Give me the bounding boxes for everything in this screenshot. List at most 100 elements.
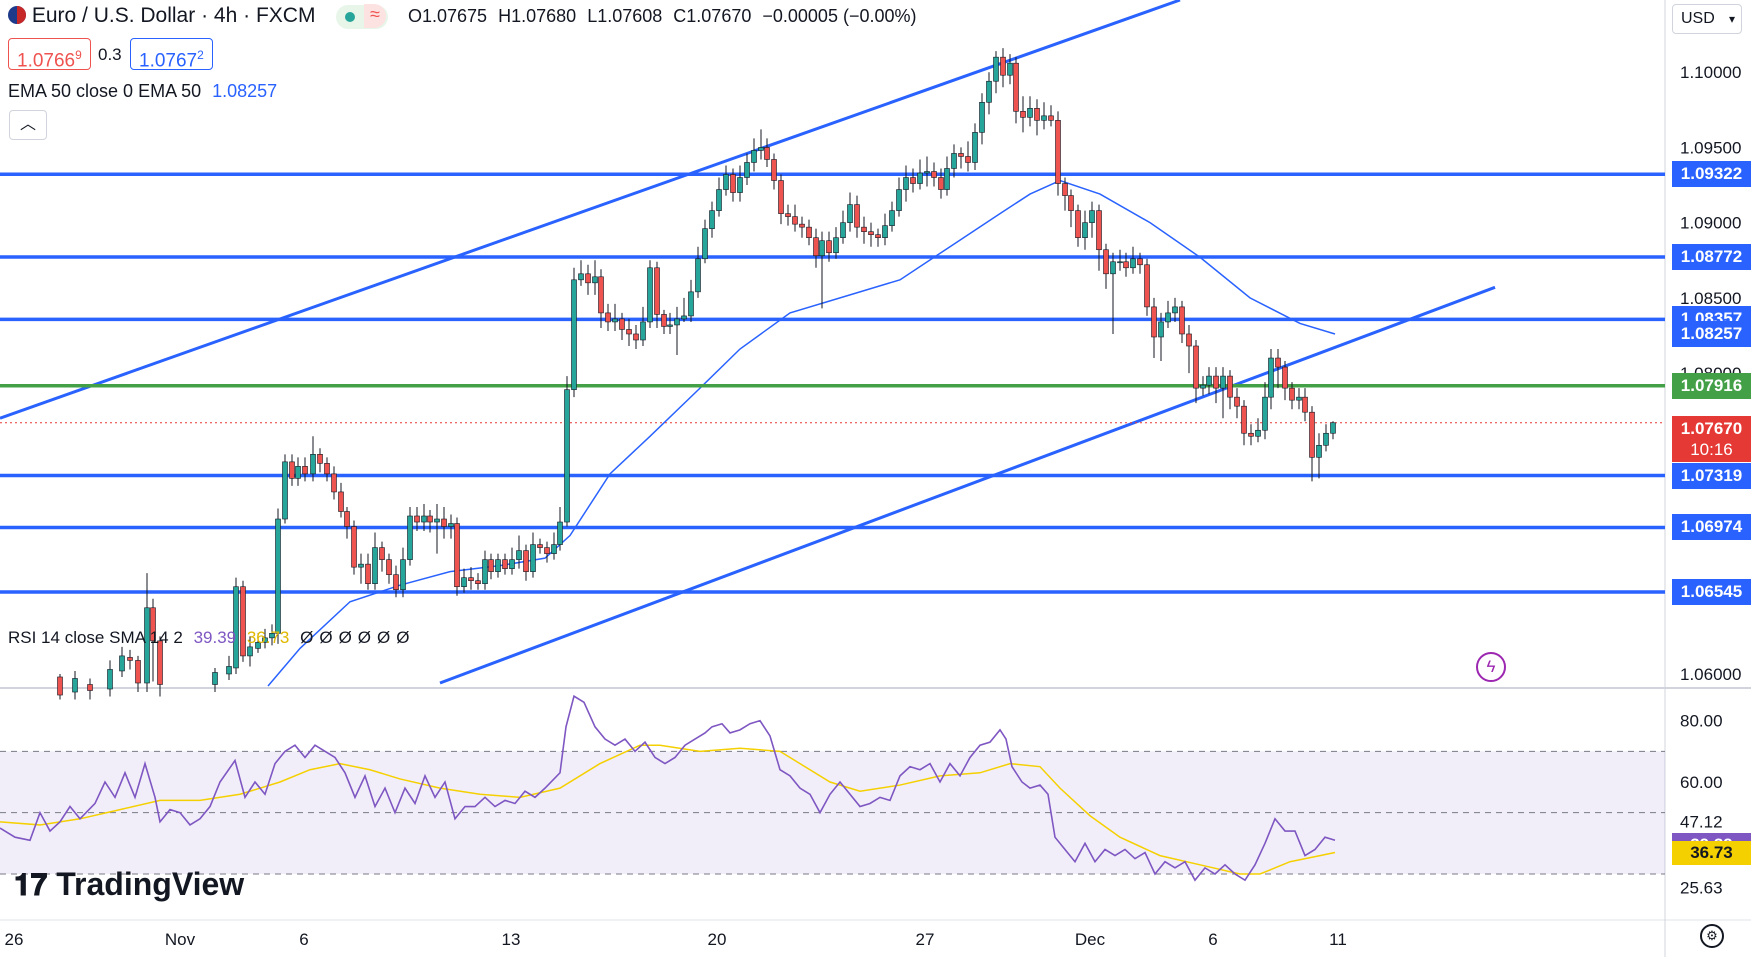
settings-icon[interactable]: ⚙ [1700,924,1724,948]
candle-body [1172,306,1178,314]
spread-value: 0.3 [98,45,122,64]
candle-body [1282,366,1288,389]
candle [150,598,156,682]
collapse-legend-button[interactable]: ︿ [9,110,47,140]
candle [813,228,819,268]
candle [1041,102,1047,130]
level-price-badge: 1.09322 [1672,161,1751,188]
candle [709,201,715,238]
rsi-sma-value: 36.73 [246,628,290,647]
candle [571,267,577,398]
candle-body [813,237,819,257]
candle-body [1000,56,1006,76]
candle-body [400,559,406,591]
candle [654,261,660,328]
candle [1234,388,1240,419]
rsi-band [0,751,1665,874]
candle-body [502,559,508,569]
candle-body [785,213,791,217]
rsi-value: 39.39 [193,628,237,647]
candle [1309,406,1315,482]
rsi-sma-badge: 36.73 [1672,841,1751,866]
candle-body [247,646,253,657]
candle-body [861,226,867,232]
wave-icon: ≈ [364,4,386,28]
symbol-title[interactable]: Euro / U.S. Dollar [31,4,196,27]
candle [1302,388,1308,422]
candle-body [302,466,308,475]
candle-body [889,210,895,226]
time-tick-label: 6 [1208,930,1217,949]
candle-body [1082,222,1088,238]
market-status-toggle[interactable]: ≈ [336,4,388,29]
candle [57,673,63,700]
candle-body [882,225,888,238]
time-tick-label: Dec [1075,930,1106,949]
candle-body [310,454,316,475]
candle-body [958,153,964,157]
candle-body [986,80,992,103]
candle-body [972,132,978,163]
candle [1007,54,1013,85]
candle-body [1117,261,1123,264]
candle [212,667,218,693]
candle-body [1323,432,1329,446]
currency-selector[interactable]: USD ▾ [1672,4,1742,34]
candle [461,568,467,593]
candle-body [979,101,985,133]
candle [434,503,440,554]
candle [324,457,330,482]
candle [1013,57,1019,124]
candle-body [1316,444,1322,458]
candle-body [1248,432,1254,437]
candle [958,147,964,169]
candle-body [840,222,846,238]
candle-body [365,563,371,585]
price-tick-label: 1.09500 [1680,138,1741,157]
candle-body [799,223,805,228]
sell-button[interactable]: 1.07669 [8,38,91,71]
candle [87,678,93,700]
candle [826,231,832,262]
lightning-icon[interactable]: ϟ [1476,652,1506,682]
candle-body [1275,357,1281,368]
candle [502,553,508,575]
rsi-label[interactable]: RSI 14 close SMA 14 2 [8,628,183,647]
candle-body [695,258,701,293]
candle [509,547,515,575]
candle-body [557,521,563,545]
ema-label[interactable]: EMA 50 close 0 EMA 50 [8,81,202,101]
candle [619,312,625,340]
candle [1213,367,1219,404]
candle-body [461,577,467,588]
candle-body [1186,333,1192,347]
candle [310,436,316,482]
candle [338,482,344,518]
candle [771,153,777,190]
ohlc-change: −0.00005 (−0.00%) [762,6,917,26]
candle [847,192,853,232]
candle [730,168,736,202]
candle [1289,382,1295,410]
candle-body [295,466,301,479]
candle-body [702,228,708,260]
candle [421,503,427,532]
tradingview-logo[interactable]: 𝟏𝟕 TradingView [14,866,245,902]
exchange: FXCM [255,4,316,27]
candle [1075,204,1081,247]
ema-price-badge: 1.08257 [1672,321,1751,348]
candle [1186,324,1192,374]
buy-button[interactable]: 1.07672 [130,38,213,71]
candle-body [833,237,839,254]
candle-body [938,177,944,190]
candle-body [488,559,494,572]
candle [255,633,261,653]
candle [1220,367,1226,419]
candle-body [119,655,125,672]
candle [924,156,930,187]
candle [1172,297,1178,322]
interval[interactable]: 4h [213,4,238,27]
candle [1179,300,1185,343]
candle [986,72,992,115]
